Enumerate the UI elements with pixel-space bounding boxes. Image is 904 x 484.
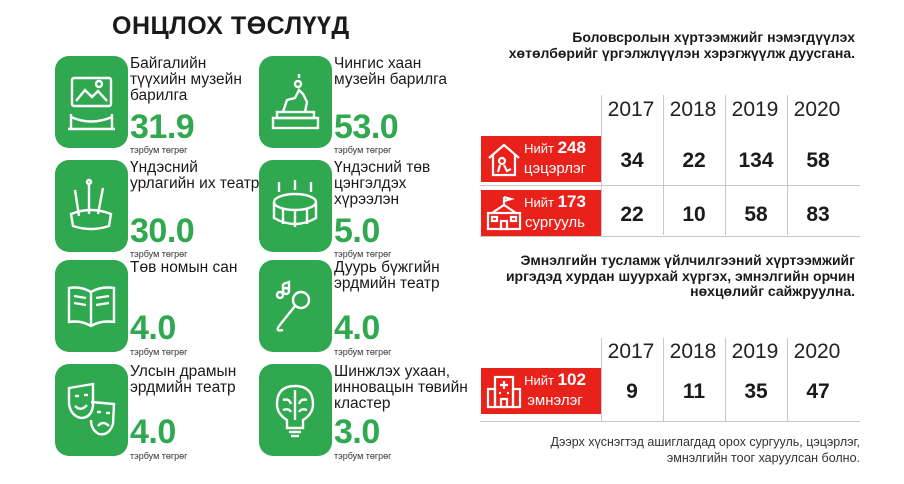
table-divider	[480, 421, 860, 422]
project-label: Дуурь бүжгийн эрдмийн театр	[334, 259, 440, 292]
table-row: 22 10 58 83	[601, 203, 849, 227]
table-divider	[787, 95, 788, 235]
project-card: Үндэсний урлагийн их театр 30.0 тэрбум т…	[55, 160, 260, 260]
year-label: 2020	[793, 98, 841, 121]
project-label: Улсын драмын эрдмийн театр	[130, 363, 237, 396]
table-cell: 83	[806, 203, 830, 226]
footnote: Дээрх хүснэгтэд ашиглагдад орох сургууль…	[550, 435, 860, 465]
badge-total: 248	[557, 138, 586, 157]
project-card: Үндэсний төв цэнгэлдэх хүрээлэн 5.0 тэрб…	[259, 160, 464, 260]
table-cell: 58	[806, 149, 830, 172]
table-divider	[480, 236, 860, 237]
statue-icon	[271, 74, 320, 130]
school-badge: Нийт 173 сургууль	[481, 190, 601, 236]
project-unit: тэрбум төгрөг	[334, 347, 392, 357]
table-cell: 22	[620, 203, 644, 226]
project-value: 3.0	[334, 413, 380, 451]
badge-total-line: Нийт 173	[521, 192, 589, 212]
year-label: 2018	[669, 98, 717, 121]
project-unit: тэрбум төгрөг	[334, 145, 392, 155]
hospital-icon	[486, 375, 522, 409]
year-label: 2020	[793, 340, 841, 363]
table-divider	[787, 338, 788, 422]
kindergarten-icon	[488, 143, 520, 177]
project-label: Байгалийн түүхийн музейн барилга	[130, 55, 242, 104]
project-value: 30.0	[130, 212, 195, 250]
badge-label: сургууль	[525, 214, 585, 231]
education-heading: Боловсролын хүртээмжийг нэмэгдүүлэх хөтө…	[508, 29, 855, 61]
stadium-icon	[272, 180, 318, 227]
table-cell: 35	[744, 380, 768, 403]
badge-total-line: Нийт 248	[521, 138, 589, 158]
project-label: Төв номын сан	[130, 259, 238, 276]
table-divider	[663, 338, 664, 422]
project-card: Дуурь бүжгийн эрдмийн театр 4.0 тэрбум т…	[259, 260, 464, 360]
project-unit: тэрбум төгрөг	[130, 145, 188, 155]
project-value: 53.0	[334, 108, 399, 146]
table-cell: 9	[626, 380, 638, 403]
project-label: Үндэсний төв цэнгэлдэх хүрээлэн	[334, 159, 431, 208]
art-brushes-icon	[69, 178, 113, 231]
table-cell: 134	[738, 149, 774, 172]
open-book-icon	[67, 286, 116, 328]
project-unit: тэрбум төгрөг	[334, 451, 392, 461]
project-unit: тэрбум төгрөг	[130, 249, 188, 259]
table-cell: 58	[744, 203, 768, 226]
badge-label: эмнэлэг	[527, 392, 583, 409]
project-card: Чингис хаан музейн барилга 53.0 тэрбум т…	[259, 56, 464, 156]
project-card: Төв номын сан 4.0 тэрбум төгрөг	[55, 260, 260, 360]
project-value: 4.0	[130, 413, 176, 451]
project-value: 5.0	[334, 212, 380, 250]
health-years: 2017 2018 2019 2020	[600, 340, 848, 364]
education-years: 2017 2018 2019 2020	[600, 98, 848, 122]
hospital-badge: Нийт 102 эмнэлэг	[481, 368, 601, 414]
theatre-masks-icon	[67, 382, 116, 436]
table-cell: 22	[682, 149, 706, 172]
table-cell: 10	[682, 203, 706, 226]
project-label: Шинжлэх ухаан, инновацын төвийн кластер	[334, 363, 468, 412]
badge-prefix: Нийт	[524, 373, 554, 388]
table-divider	[725, 95, 726, 235]
badge-prefix: Нийт	[524, 195, 554, 210]
year-label: 2018	[669, 340, 717, 363]
school-icon	[486, 195, 522, 231]
table-cell: 11	[682, 380, 706, 403]
table-row: 34 22 134 58	[601, 149, 849, 173]
year-label: 2019	[731, 98, 779, 121]
badge-total: 102	[557, 370, 586, 389]
project-unit: тэрбум төгрөг	[130, 451, 188, 461]
table-cell: 34	[620, 149, 644, 172]
project-value: 31.9	[130, 108, 195, 146]
kindergarten-badge: Нийт 248 цэцэрлэг	[481, 136, 601, 182]
table-divider	[601, 95, 602, 235]
museum-frame-icon	[68, 76, 115, 131]
project-value: 4.0	[334, 309, 380, 347]
badge-total-line: Нийт 102	[521, 370, 589, 390]
table-cell: 47	[806, 380, 830, 403]
badge-total: 173	[557, 192, 586, 211]
table-divider	[725, 338, 726, 422]
project-card: Улсын драмын эрдмийн театр 4.0 тэрбум тө…	[55, 364, 260, 464]
brain-bulb-icon	[275, 384, 315, 438]
badge-label: цэцэрлэг	[523, 160, 587, 177]
year-label: 2017	[607, 340, 655, 363]
project-value: 4.0	[130, 309, 176, 347]
table-row: 9 11 35 47	[601, 380, 849, 404]
project-unit: тэрбум төгрөг	[130, 347, 188, 357]
project-label: Чингис хаан музейн барилга	[334, 55, 448, 88]
year-label: 2019	[731, 340, 779, 363]
health-heading: Эмнэлгийн тусламж үйлчилгээний хүртээмжи…	[505, 252, 855, 299]
badge-prefix: Нийт	[524, 141, 554, 156]
table-divider	[601, 338, 602, 422]
table-divider	[480, 185, 860, 186]
project-card: Шинжлэх ухаан, инновацын төвийн кластер …	[259, 364, 468, 464]
page-title: ОНЦЛОХ ТӨСЛҮҮД	[112, 12, 350, 40]
table-divider	[663, 95, 664, 235]
project-unit: тэрбум төгрөг	[334, 249, 392, 259]
microphone-icon	[275, 280, 311, 332]
year-label: 2017	[607, 98, 655, 121]
project-label: Үндэсний урлагийн их театр	[130, 159, 260, 192]
project-card: Байгалийн түүхийн музейн барилга 31.9 тэ…	[55, 56, 260, 156]
